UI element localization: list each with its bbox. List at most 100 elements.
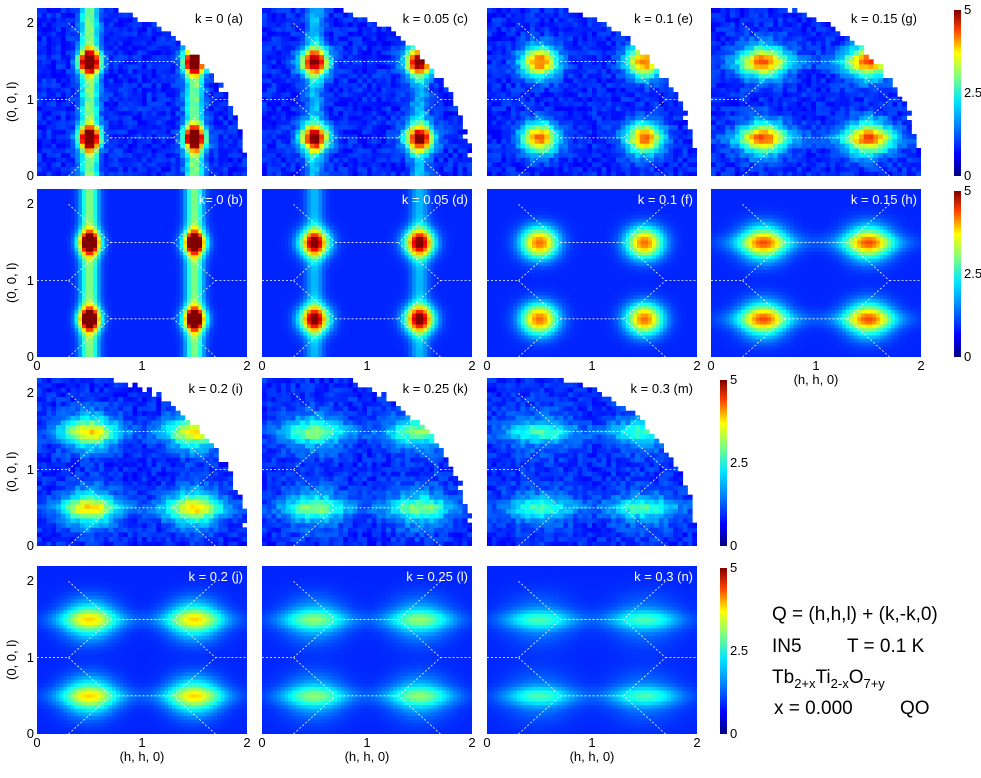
heatmap-cell <box>830 106 836 112</box>
heatmap-cell <box>103 54 109 60</box>
heatmap-cell <box>501 59 507 65</box>
heatmap-cell <box>758 171 764 176</box>
heatmap-cell <box>204 92 210 98</box>
heatmap-cell <box>549 45 555 51</box>
heatmap-cell <box>362 31 368 37</box>
heatmap-cell <box>118 22 124 28</box>
heatmap-cell <box>844 110 850 116</box>
heatmap-cell <box>204 110 210 116</box>
heatmap-cell <box>649 96 655 102</box>
heatmap-cell <box>529 45 536 51</box>
heatmap-cell <box>118 143 124 149</box>
heatmap-cell <box>592 152 598 158</box>
heatmap-cell <box>386 78 392 84</box>
heatmap-cell <box>620 129 626 135</box>
heatmap-cell <box>400 157 406 163</box>
heatmap-cell <box>739 134 745 140</box>
heatmap-cell <box>347 138 354 144</box>
heatmap-cell <box>835 64 841 70</box>
heatmap-cell <box>51 82 57 88</box>
heatmap-cell <box>395 171 401 176</box>
heatmap-cell <box>835 124 841 130</box>
heatmap-cell <box>615 36 622 42</box>
heatmap-cell <box>37 124 43 130</box>
heatmap-cell <box>544 54 550 60</box>
heatmap-cell <box>711 64 717 70</box>
heatmap-cell <box>271 110 277 116</box>
heatmap-cell <box>419 129 425 135</box>
heatmap-cell <box>304 78 311 84</box>
heatmap-cell <box>563 96 569 102</box>
heatmap-cell <box>414 64 420 70</box>
heatmap-cell <box>51 143 57 149</box>
heatmap-cell <box>395 106 401 112</box>
heatmap-cell <box>151 87 157 93</box>
heatmap-cell <box>572 110 579 116</box>
heatmap-cell <box>801 120 807 126</box>
heatmap-cell <box>544 120 550 126</box>
heatmap-cell <box>515 17 521 23</box>
heatmap-cell <box>687 143 693 149</box>
heatmap-cell <box>777 22 783 28</box>
heatmap-cell <box>510 115 517 121</box>
heatmap-cell <box>156 40 162 46</box>
heatmap-cell <box>844 115 850 121</box>
heatmap-cell <box>553 78 559 84</box>
heatmap-cell <box>777 82 783 88</box>
heatmap-cell <box>46 8 52 14</box>
heatmap-cell <box>644 82 650 88</box>
heatmap-cell <box>271 143 277 149</box>
heatmap-cell <box>309 162 315 168</box>
heatmap-cell <box>127 87 133 93</box>
heatmap-cell <box>515 96 521 102</box>
heatmap-cell <box>94 106 100 112</box>
heatmap-cell <box>122 106 129 112</box>
heatmap-cell <box>611 166 617 172</box>
heatmap-cell <box>352 22 358 28</box>
heatmap-cell <box>806 64 812 70</box>
heatmap-cell <box>122 73 129 79</box>
heatmap-cell <box>390 120 397 126</box>
heatmap-cell <box>271 45 277 51</box>
heatmap-cell <box>715 87 721 93</box>
heatmap-cell <box>271 22 277 28</box>
heatmap-cell <box>132 82 138 88</box>
heatmap-cell <box>400 143 406 149</box>
heatmap-cell <box>156 110 162 116</box>
heatmap-cell <box>777 78 783 84</box>
heatmap-cell <box>835 78 841 84</box>
heatmap-cell <box>156 87 162 93</box>
heatmap-cell <box>773 50 779 56</box>
heatmap-cell <box>711 12 717 18</box>
heatmap-cell <box>304 36 311 42</box>
heatmap-cell <box>506 166 512 172</box>
heatmap-cell <box>194 138 200 144</box>
heatmap-cell <box>189 96 195 102</box>
heatmap-cell <box>649 73 655 79</box>
heatmap-cell <box>333 45 339 51</box>
heatmap-cell <box>654 124 660 130</box>
heatmap-cell <box>146 36 152 42</box>
heatmap-cell <box>501 162 507 168</box>
heatmap-cell <box>324 166 330 172</box>
heatmap-cell <box>606 138 612 144</box>
heatmap-cell <box>142 31 148 37</box>
heatmap-cell <box>644 115 650 121</box>
heatmap-cell <box>381 59 387 65</box>
heatmap-cell <box>620 115 626 121</box>
heatmap-cell <box>801 31 807 37</box>
heatmap-cell <box>386 73 392 79</box>
heatmap-cell <box>630 92 636 98</box>
heatmap-cell <box>715 68 721 74</box>
heatmap-cell <box>41 59 47 65</box>
heatmap-cell <box>218 134 224 140</box>
heatmap-cell <box>84 87 90 93</box>
heatmap-cell <box>429 124 435 130</box>
heatmap-cell <box>419 92 425 98</box>
heatmap-cell <box>184 64 191 70</box>
heatmap-cell <box>41 73 47 79</box>
heatmap-cell <box>271 73 277 79</box>
heatmap-cell <box>213 106 219 112</box>
heatmap-cell <box>816 124 822 130</box>
heatmap-cell <box>424 68 430 74</box>
